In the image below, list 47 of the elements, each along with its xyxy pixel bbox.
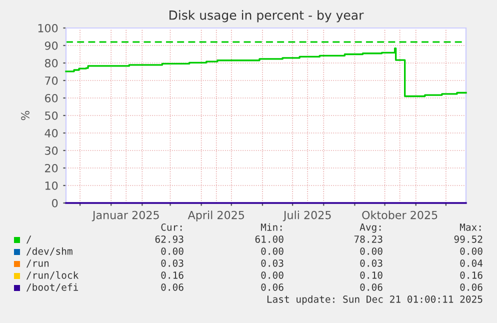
- y-tick-label: 10: [45, 181, 58, 190]
- text: 0.03: [261, 259, 284, 267]
- y-tick-label: 90: [44, 41, 58, 50]
- x-tick-label: Juli 2025: [282, 210, 331, 222]
- text: 0.06: [261, 283, 284, 291]
- y-axis-title: %: [21, 110, 30, 120]
- text: 0.03: [161, 259, 184, 267]
- text: 0.06: [460, 283, 482, 291]
- x-tick-label: April 2025: [188, 210, 244, 222]
- text: 0.00: [161, 247, 184, 255]
- y-tick-label: 0: [52, 198, 58, 208]
- text: 0.06: [161, 283, 184, 291]
- text: 0.16: [161, 271, 184, 279]
- text: 0.00: [460, 247, 482, 255]
- y-tick-label: 70: [45, 76, 58, 85]
- text: 0.00: [360, 247, 382, 255]
- y-tick-label: 80: [44, 58, 58, 68]
- text: Avg:: [360, 224, 381, 233]
- text: 78.23: [354, 235, 382, 243]
- text: Last update: Sun Dec 21 01:00:11 2025: [267, 295, 482, 305]
- y-tick-label: 100: [38, 24, 58, 32]
- y-tick-label: 30: [45, 146, 58, 155]
- text: Max:: [460, 224, 481, 231]
- text: 99.52: [454, 235, 482, 243]
- text: Cur:: [161, 223, 182, 231]
- y-tick-label: 60: [45, 94, 58, 102]
- y-tick-label: 40: [44, 128, 58, 138]
- x-tick-label: Oktober 2025: [362, 210, 438, 220]
- text: 62.93: [155, 235, 184, 243]
- legend-label: /: [26, 236, 32, 244]
- text: 0.10: [360, 271, 382, 279]
- text: 0.04: [460, 259, 483, 267]
- text: 0.00: [261, 247, 284, 255]
- y-tick-label: 50: [45, 111, 58, 120]
- text: 0.16: [460, 271, 482, 279]
- chart-title: Disk usage in percent - by year: [170, 10, 364, 22]
- legend-label: /dev/shm: [26, 247, 72, 256]
- legend-label: /run/lock: [26, 271, 79, 280]
- text: 0.03: [360, 259, 382, 267]
- text: 61.00: [255, 235, 284, 243]
- y-tick-label: 20: [45, 164, 58, 172]
- legend-label: /boot/efi: [26, 283, 78, 292]
- x-tick-label: Januar 2025: [92, 210, 159, 222]
- text: 0.00: [261, 271, 284, 279]
- legend-label: /run: [26, 260, 49, 268]
- text: 0.06: [360, 283, 382, 291]
- text: Min:: [260, 223, 282, 231]
